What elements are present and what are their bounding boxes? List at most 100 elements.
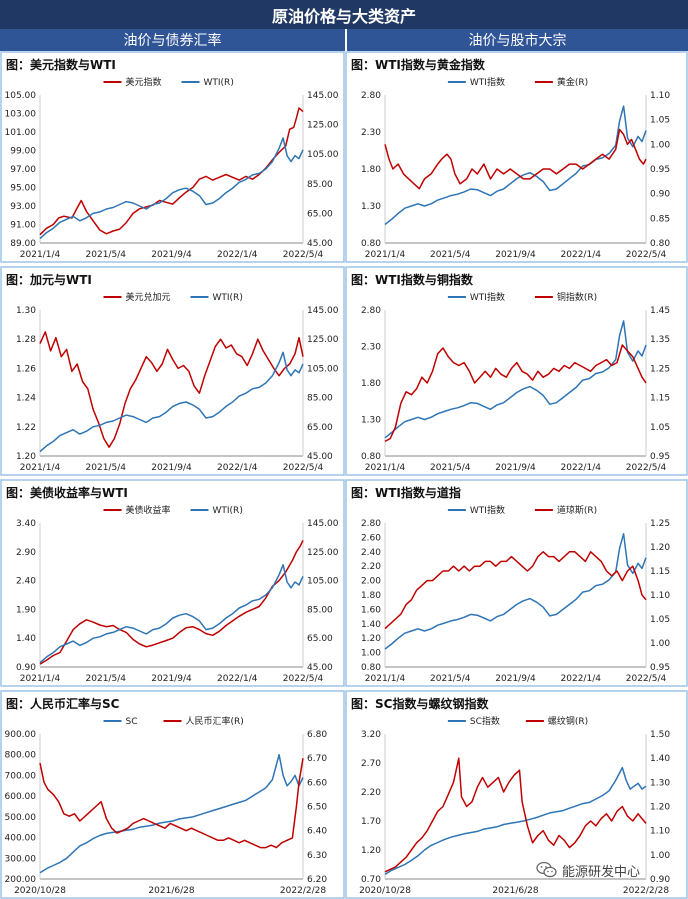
y-left-tick-label: 2.90: [16, 548, 36, 558]
y-right-tick-label: 6.40: [307, 827, 327, 837]
series-line: [384, 551, 647, 630]
chart-title: 图：人民币汇率与SC: [6, 696, 120, 711]
y-left-tick-label: 2.00: [361, 577, 381, 587]
y-left-tick-label: 93.00: [10, 202, 36, 212]
y-left-tick-label: 1.80: [361, 591, 381, 601]
y-left-tick-label: 2.40: [16, 577, 36, 587]
x-tick-label: 2021/1/4: [365, 250, 406, 260]
y-right-tick-label: 1.20: [650, 803, 670, 813]
series-line: [384, 105, 647, 226]
chart-frame: [0, 479, 345, 687]
y-right-tick-label: 1.50: [650, 730, 670, 740]
chart-title: 图：WTI指数与黄金指数: [351, 57, 486, 72]
x-tick-label: 2021/9/4: [495, 250, 536, 260]
y-left-tick-label: 700.00: [5, 771, 37, 781]
y-left-tick-label: 0.80: [361, 452, 381, 462]
x-tick-label: 2021/9/4: [495, 463, 536, 473]
x-tick-label: 2021/1/4: [20, 674, 61, 684]
x-tick-label: 2021/9/4: [151, 463, 192, 473]
y-right-tick-label: 6.80: [307, 730, 327, 740]
y-right-tick-label: 65.00: [307, 209, 333, 219]
x-tick-label: 2021/5/4: [86, 463, 127, 473]
chart-title: 图：美元指数与WTI: [6, 57, 116, 72]
x-tick-label: 2021/5/4: [86, 250, 127, 260]
x-tick-label: 2022/1/4: [217, 463, 258, 473]
legend-label: SC指数: [470, 715, 500, 727]
y-left-tick-label: 0.90: [16, 663, 36, 673]
y-right-tick-label: 1.00: [650, 639, 670, 649]
x-tick-label: 2021/5/4: [430, 463, 471, 473]
x-tick-label: 2021/1/4: [20, 250, 61, 260]
header-divider: [345, 29, 347, 51]
chart-frame: [0, 266, 345, 476]
legend-label: WTI指数: [470, 291, 505, 303]
y-right-tick-label: 145.00: [307, 306, 339, 316]
y-right-tick-label: 145.00: [307, 519, 339, 529]
y-right-tick-label: 85.00: [307, 180, 333, 190]
y-left-tick-label: 1.80: [361, 379, 381, 389]
y-left-tick-label: 97.00: [10, 165, 36, 175]
x-tick-label: 2021/6/28: [492, 886, 538, 896]
chart-frame: [345, 266, 688, 476]
x-tick-label: 2022/2/28: [280, 886, 326, 896]
chart-title: 图：WTI指数与铜指数: [351, 272, 474, 287]
y-left-tick-label: 1.40: [16, 634, 36, 644]
y-right-tick-label: 1.45: [650, 306, 670, 316]
y-right-tick-label: 6.20: [307, 875, 327, 885]
series-line: [39, 758, 304, 849]
y-right-tick-label: 0.95: [650, 165, 670, 175]
x-tick-label: 2022/5/4: [283, 250, 324, 260]
chart-title: 图：WTI指数与道指: [351, 485, 461, 500]
y-left-tick-label: 95.00: [10, 184, 36, 194]
watermark: 能源研发中心: [536, 858, 684, 882]
legend-label: 美元兑加元: [126, 291, 171, 303]
y-left-tick-label: 500.00: [5, 813, 37, 823]
y-left-tick-label: 99.00: [10, 147, 36, 157]
y-right-tick-label: 1.10: [650, 591, 670, 601]
y-left-tick-label: 1.30: [361, 416, 381, 426]
y-right-tick-label: 1.15: [650, 394, 670, 404]
chart-usd-wti: 图：美元指数与WTI 89.00 91.00 93.00 95.00 97.00 99.00…: [0, 51, 345, 263]
y-left-tick-label: 3.20: [361, 730, 381, 740]
y-right-tick-label: 125.00: [307, 548, 339, 558]
y-right-tick-label: 45.00: [307, 239, 333, 249]
watermark-text: 能源研发中心: [562, 864, 641, 880]
y-right-tick-label: 65.00: [307, 423, 333, 433]
y-left-tick-label: 300.00: [5, 854, 37, 864]
subheader-right: 油价与股市大宗: [347, 29, 688, 51]
y-left-tick-label: 2.70: [361, 759, 381, 769]
y-left-tick-label: 600.00: [5, 792, 37, 802]
x-tick-label: 2022/1/4: [217, 674, 258, 684]
y-right-tick-label: 1.10: [650, 91, 670, 101]
chart-title: 图：美债收益率与WTI: [6, 485, 128, 500]
series-line: [39, 331, 304, 448]
y-left-tick-label: 2.60: [361, 533, 381, 543]
y-left-tick-label: 89.00: [10, 239, 36, 249]
chart-cad-wti: 图：加元与WTI 1.20 1.22 1.24 1.26 1.28 1.30 45.00 65.…: [0, 266, 345, 476]
series-line: [384, 757, 647, 873]
chart-wti-gold: 图：WTI指数与黄金指数 0.80 1.30 1.80 2.30 2.80 0.80 0.85…: [345, 51, 688, 263]
series-line: [39, 107, 304, 236]
chart-frame: [345, 479, 688, 687]
legend-label: WTI(R): [204, 78, 234, 88]
y-right-tick-label: 1.00: [650, 851, 670, 861]
legend-label: WTI指数: [470, 76, 505, 88]
legend-label: WTI指数: [470, 504, 505, 516]
y-left-tick-label: 2.80: [361, 306, 381, 316]
x-tick-label: 2021/1/4: [365, 463, 406, 473]
y-right-tick-label: 65.00: [307, 634, 333, 644]
chart-frame: [0, 51, 345, 263]
panel-usd-wti: 图：美元指数与WTI 89.00 91.00 93.00 95.00 97.00 99.00…: [0, 51, 345, 263]
y-left-tick-label: 2.40: [361, 548, 381, 558]
series-line: [39, 753, 304, 874]
y-left-tick-label: 2.30: [361, 343, 381, 353]
y-right-tick-label: 125.00: [307, 121, 339, 131]
x-tick-label: 2022/5/4: [283, 463, 324, 473]
panel-wti-gold: 图：WTI指数与黄金指数 0.80 1.30 1.80 2.30 2.80 0.80 0.85…: [345, 51, 688, 263]
panel-wti-copper: 图：WTI指数与铜指数 0.80 1.30 1.80 2.30 2.80 0.95 1.05 1…: [345, 266, 688, 476]
y-left-tick-label: 2.80: [361, 519, 381, 529]
y-left-tick-label: 105.00: [5, 91, 37, 101]
chart-title: 图：SC指数与螺纹钢指数: [351, 696, 489, 711]
y-left-tick-label: 200.00: [5, 875, 37, 885]
y-left-tick-label: 1.70: [361, 817, 381, 827]
